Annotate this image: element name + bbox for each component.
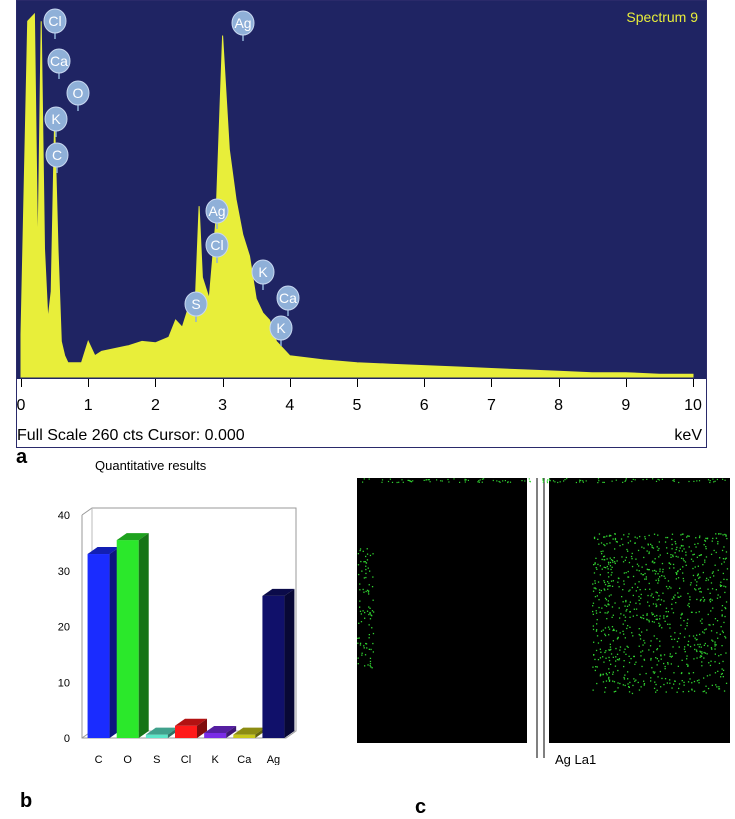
peak-label-cl: Cl [205, 232, 229, 263]
ag-signal-dots [357, 478, 729, 695]
x-tick [88, 379, 90, 387]
svg-text:Cl: Cl [210, 237, 223, 253]
bar-chart-title: Quantitative results [95, 458, 207, 473]
x-category-label: Ca [237, 754, 252, 765]
peak-label-k: K [44, 106, 68, 137]
x-category-label: O [123, 754, 132, 765]
svg-text:Ag: Ag [208, 203, 225, 219]
status-readout: Full Scale 260 cts Cursor: 0.000 [17, 427, 245, 444]
x-category-label: Ag [267, 754, 280, 765]
spectrum-svg: Cl Ca K C O Ag Ag Cl S K Ca K [20, 8, 694, 378]
bar-ca [233, 727, 266, 738]
y-tick-label: 40 [58, 510, 70, 522]
y-tick-label: 0 [64, 733, 70, 745]
svg-text:S: S [191, 296, 200, 312]
svg-text:Ca: Ca [50, 53, 68, 69]
svg-text:K: K [276, 320, 286, 336]
x-tick [155, 379, 157, 387]
panel-label-c: c [415, 796, 427, 818]
x-tick [558, 379, 560, 387]
panel-label-b: b [20, 790, 33, 812]
svg-text:K: K [258, 264, 268, 280]
x-tick [625, 379, 627, 387]
y-tick-label: 10 [58, 677, 70, 689]
bar-o [116, 533, 149, 738]
spectrum-plot-area: Cl Ca K C O Ag Ag Cl S K Ca K Spectrum 9 [17, 1, 706, 379]
x-tick [693, 379, 694, 387]
spectrum-x-axis: 0 1 2 3 4 5 6 7 8 9 10 [17, 379, 706, 419]
peak-label-cl: Cl [43, 8, 67, 39]
x-tick-label: 7 [486, 397, 496, 414]
x-tick [491, 379, 493, 387]
bar-cl [175, 718, 207, 738]
spectrum-trace [20, 12, 694, 378]
peak-label-ag: Ag [205, 198, 229, 229]
panel-label-a: a [16, 446, 28, 468]
spectrum-panel: Cl Ca K C O Ag Ag Cl S K Ca K Spectrum 9 0 1 2 3 4 5 6 7 8 9… [16, 0, 707, 448]
svg-text:Cl: Cl [48, 13, 61, 29]
bar-ag [262, 588, 295, 738]
peak-label-ca: Ca [276, 285, 300, 316]
x-tick [222, 379, 224, 387]
x-category-label: Cl [181, 754, 191, 765]
peak-label-ca: Ca [47, 48, 71, 79]
x-tick-label: 8 [554, 397, 564, 414]
x-tick [21, 379, 22, 387]
y-tick-label: 20 [58, 622, 70, 634]
x-category-label: S [153, 754, 160, 765]
peak-label-k: K [251, 259, 275, 290]
x-category-label: C [95, 754, 103, 765]
peak-label-s: S [184, 291, 208, 322]
x-tick [289, 379, 291, 387]
bar-k [204, 725, 237, 738]
peak-label-c: C [45, 142, 69, 173]
x-tick-label: 5 [352, 397, 362, 414]
spectrum-title: Spectrum 9 [626, 9, 698, 25]
map-image-right [549, 478, 730, 743]
bar-c [87, 547, 120, 738]
x-tick [424, 379, 426, 387]
x-tick-label: 9 [621, 397, 631, 414]
x-tick-label: 2 [150, 397, 160, 414]
x-tick-label: 3 [218, 397, 228, 414]
x-tick-label: 10 [684, 397, 702, 414]
x-category-label: K [211, 754, 219, 765]
x-tick-label: 1 [83, 397, 93, 414]
svg-text:Ag: Ag [234, 15, 251, 31]
x-tick-label: 6 [419, 397, 429, 414]
map-image-left [357, 478, 527, 743]
element-map-panel [357, 478, 730, 758]
svg-text:K: K [51, 111, 61, 127]
x-tick-label: 4 [285, 397, 295, 414]
svg-text:O: O [73, 85, 84, 101]
bar-s [145, 727, 178, 738]
peak-label-o: O [66, 80, 90, 111]
y-tick-label: 30 [58, 566, 70, 578]
peak-label-k: K [269, 315, 293, 346]
x-unit-label: keV [674, 427, 702, 444]
x-tick-label: 0 [16, 397, 26, 414]
peak-label-ag: Ag [231, 10, 255, 41]
svg-text:Ca: Ca [279, 290, 297, 306]
x-tick [357, 379, 358, 387]
svg-text:C: C [52, 147, 62, 163]
map-label: Ag La1 [555, 752, 597, 767]
